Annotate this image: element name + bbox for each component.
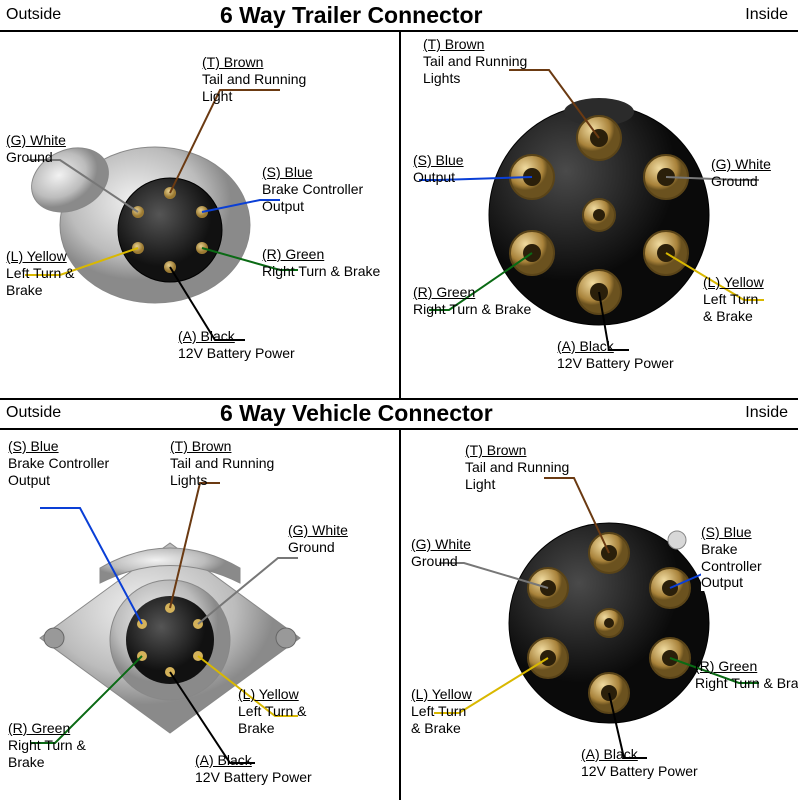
inside-top: Inside xyxy=(745,6,788,24)
label-white: (G) White Ground xyxy=(288,522,348,556)
label-black: (A) Black 12V Battery Power xyxy=(557,338,674,372)
label-green: (R) Green Right Turn & Brake xyxy=(695,658,798,692)
label-black: (A) Black 12V Battery Power xyxy=(581,746,698,780)
label-yellow: (L) Yellow Left Turn & Brake xyxy=(6,248,74,298)
label-blue: (S) Blue Brake Controller Output xyxy=(262,164,363,214)
label-green: (R) Green Right Turn & Brake xyxy=(8,720,86,770)
label-blue: (S) Blue Output xyxy=(413,152,464,186)
label-white: (G) White Ground xyxy=(6,132,66,166)
label-yellow: (L) Yellow Left Turn & Brake xyxy=(703,274,764,324)
inside-bot: Inside xyxy=(745,404,788,422)
label-brown: (T) Brown Tail and Running Lights xyxy=(423,36,527,86)
label-green: (R) Green Right Turn & Brake xyxy=(413,284,531,318)
outside-top: Outside xyxy=(6,6,61,24)
label-blue-fix: (S) Blue BrakeController Output xyxy=(701,524,762,591)
title-trailer: 6 Way Trailer Connector xyxy=(220,2,482,29)
label-black: (A) Black 12V Battery Power xyxy=(178,328,295,362)
label-white: (G) White Ground xyxy=(711,156,771,190)
label-green: (R) Green Right Turn & Brake xyxy=(262,246,380,280)
outside-bot: Outside xyxy=(6,404,61,422)
quad-vehicle-outside: (S) Blue Brake Controller Output (T) Bro… xyxy=(0,428,399,798)
quad-vehicle-inside: (T) Brown Tail and Running Light (G) Whi… xyxy=(399,428,798,798)
label-brown: (T) Brown Tail and Running Lights xyxy=(170,438,274,488)
label-brown: (T) Brown Tail and Running Light xyxy=(465,442,569,492)
title-vehicle: 6 Way Vehicle Connector xyxy=(220,400,493,427)
quad-trailer-outside: (T) Brown Tail and Running Light (G) Whi… xyxy=(0,30,399,400)
label-black: (A) Black 12V Battery Power xyxy=(195,752,312,786)
label-blue: (S) Blue Brake Controller Output xyxy=(8,438,109,488)
connector-vehicle-inside-svg xyxy=(399,428,798,800)
label-yellow: (L) Yellow Left Turn & Brake xyxy=(411,686,472,736)
label-yellow: (L) Yellow Left Turn & Brake xyxy=(238,686,306,736)
label-brown: (T) Brown Tail and Running Light xyxy=(202,54,306,104)
quad-trailer-inside: (T) Brown Tail and Running Lights (S) Bl… xyxy=(399,30,798,400)
label-white: (G) White Ground xyxy=(411,536,471,570)
